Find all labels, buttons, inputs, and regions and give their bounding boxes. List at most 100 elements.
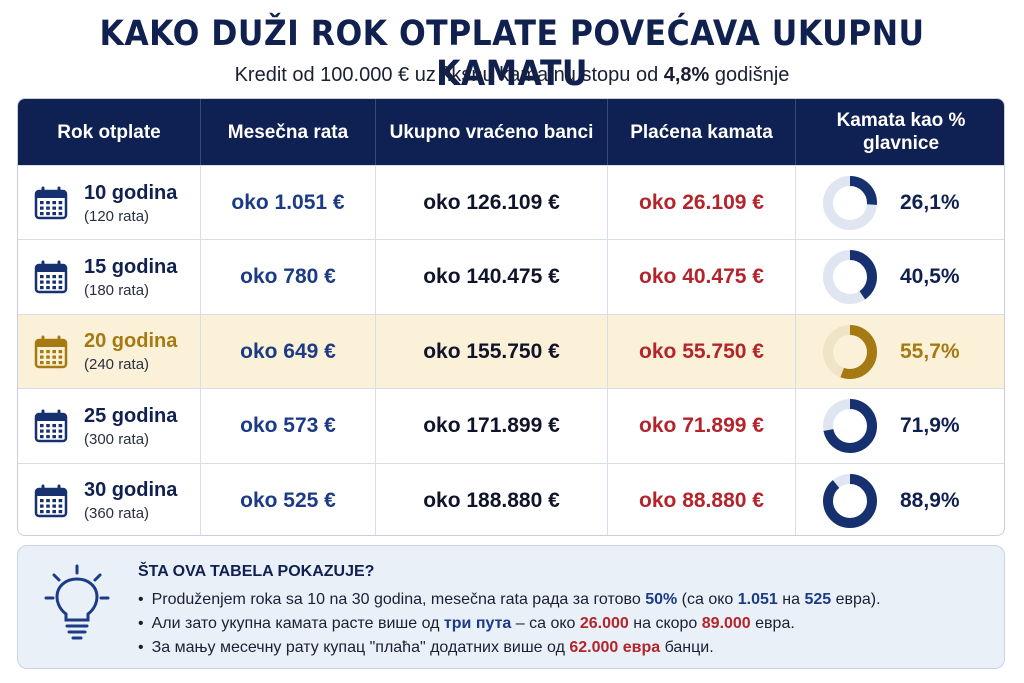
term-label: 30 godina: [84, 479, 178, 502]
info-text: евра).: [831, 591, 881, 608]
header-term: Rok otplate: [18, 99, 201, 165]
monthly-cell: oko 780 €: [201, 240, 376, 315]
info-text: банци.: [660, 639, 714, 656]
header-total: Ukupno vraćeno banci: [376, 99, 608, 165]
donut-chart: [823, 176, 877, 230]
total-cell: oko 140.475 €: [376, 240, 608, 315]
calendar-icon: [34, 484, 68, 517]
loan-table: Rok otplate Mesečna rata Ukupno vraćeno …: [17, 98, 1005, 536]
info-emphasis: 26.000: [579, 615, 629, 632]
term-text: 25 godina (300 rata): [84, 405, 177, 448]
info-title: ŠTA OVA TABELA POKAZUJE?: [138, 563, 375, 580]
monthly-cell: oko 525 €: [201, 463, 376, 535]
donut-chart: [823, 250, 877, 305]
info-box: ŠTA OVA TABELA POKAZUJE? Produženjem rok…: [17, 545, 1005, 669]
monthly-cell: oko 573 €: [201, 389, 376, 464]
info-text: евра.: [750, 615, 795, 632]
header-interest: Plaćena kamata: [608, 99, 796, 165]
total-cell: oko 126.109 €: [376, 166, 608, 240]
donut-fill: [823, 473, 877, 528]
term-text: 15 godina (180 rata): [84, 256, 177, 299]
term-text: 20 godina (240 rata): [84, 330, 177, 373]
header-percent: Kamata kao % glavnice: [836, 110, 966, 154]
info-emphasis: 1.051: [737, 591, 778, 608]
lightbulb-icon: [44, 564, 110, 640]
info-text: За мању месечну рату купац "плаћа" додат…: [151, 639, 570, 656]
interest-cell: oko 40.475 €: [608, 240, 796, 315]
calendar-icon: [34, 260, 68, 294]
donut-chart: [823, 399, 877, 454]
donut-fill: [823, 399, 877, 454]
installments-label: (300 rata): [84, 430, 150, 448]
donut-chart: [823, 473, 877, 528]
info-text: – са око: [511, 615, 580, 632]
percent-label: 71,9%: [900, 414, 960, 438]
table-row: 15 godina (180 rata) oko 780 € oko 140.475 …: [18, 239, 1004, 315]
interest-cell: oko 71.899 €: [608, 389, 796, 464]
info-bullet-2: Али зато укупна камата расте више од три…: [138, 612, 881, 636]
installments-label: (360 rata): [84, 505, 150, 523]
page-subtitle: Kredit od 100.000 € uz fiksnu kamatnu st…: [0, 64, 1024, 87]
percent-cell: 26,1%: [796, 166, 1004, 240]
info-emphasis: 89.000: [701, 615, 751, 632]
info-bullet-1: Produženjem roka sa 10 na 30 godina, mes…: [138, 588, 881, 612]
interest-cell: oko 88.880 €: [608, 463, 796, 535]
info-text: Али зато укупна камата расте више од: [151, 615, 444, 632]
term-label: 15 godina: [84, 255, 178, 278]
info-text: Produženjem roka sa 10 na 30 godina, mes…: [151, 591, 646, 608]
info-emphasis: три пута: [443, 615, 512, 632]
donut-fill: [823, 250, 877, 305]
percent-label: 88,9%: [900, 488, 960, 512]
percent-cell: 55,7%: [796, 315, 1004, 389]
total-cell: oko 155.750 €: [376, 314, 608, 389]
percent-cell: 88,9%: [796, 464, 1004, 535]
percent-cell: 71,9%: [796, 389, 1004, 463]
calendar-icon: [34, 335, 68, 369]
info-emphasis: 62.000 евра: [569, 639, 661, 656]
term-label: 10 godina: [84, 181, 178, 204]
info-text: на: [777, 591, 805, 608]
monthly-cell: oko 1.051 €: [201, 166, 376, 240]
term-cell: 15 godina (180 rata): [18, 240, 201, 315]
donut-fill: [823, 324, 877, 379]
page-title: KAKO DUŽI ROK OTPLATE POVEĆAVA UKUPNU KA…: [99, 14, 925, 94]
term-cell: 20 godina (240 rata): [18, 314, 201, 389]
table-row: 10 godina (120 rata) oko 1.051 € oko 126.10…: [18, 165, 1004, 240]
total-cell: oko 188.880 €: [376, 463, 608, 535]
term-text: 30 godina (360 rata): [84, 479, 177, 522]
percent-label: 55,7%: [900, 339, 960, 363]
table-row: 20 godina (240 rata) oko 649 € oko 155.750 …: [18, 313, 1004, 389]
installments-label: (120 rata): [84, 207, 150, 225]
interest-cell: oko 55.750 €: [608, 314, 796, 389]
info-emphasis: 50%: [645, 591, 678, 608]
donut-fill: [823, 176, 877, 230]
info-text: (са око: [677, 591, 738, 608]
info-list: Produženjem roka sa 10 na 30 godina, mes…: [138, 588, 881, 660]
info-text: на скоро: [628, 615, 702, 632]
percent-label: 40,5%: [900, 265, 960, 289]
calendar-icon: [34, 409, 68, 443]
term-cell: 30 godina (360 rata): [18, 463, 201, 535]
donut-chart: [823, 324, 877, 379]
percent-cell: 40,5%: [796, 240, 1004, 314]
term-text: 10 godina (120 rata): [84, 182, 177, 225]
interest-cell: oko 26.109 €: [608, 166, 796, 240]
percent-label: 26,1%: [900, 191, 960, 214]
header-monthly: Mesečna rata: [201, 99, 376, 165]
installments-label: (180 rata): [84, 281, 150, 299]
table-row: 25 godina (300 rata) oko 573 € oko 171.899 …: [18, 388, 1004, 464]
installments-label: (240 rata): [84, 356, 150, 374]
monthly-cell: oko 649 €: [201, 314, 376, 389]
info-bullet-3: За мању месечну рату купац "плаћа" додат…: [138, 636, 881, 660]
total-cell: oko 171.899 €: [376, 389, 608, 464]
table-header: Rok otplate Mesečna rata Ukupno vraćeno …: [18, 99, 1004, 165]
subtitle-text-before: Kredit od 100.000 € uz fiksnu kamatnu st…: [234, 64, 664, 86]
info-emphasis: 525: [804, 591, 832, 608]
term-cell: 10 godina (120 rata): [18, 166, 201, 240]
subtitle-text-after: godišnje: [709, 64, 790, 86]
term-cell: 25 godina (300 rata): [18, 389, 201, 464]
calendar-icon: [34, 186, 68, 220]
term-label: 25 godina: [84, 404, 178, 427]
subtitle-rate: 4,8%: [663, 64, 710, 86]
table-row: 30 godina (360 rata) oko 525 € oko 188.880 …: [18, 462, 1004, 535]
